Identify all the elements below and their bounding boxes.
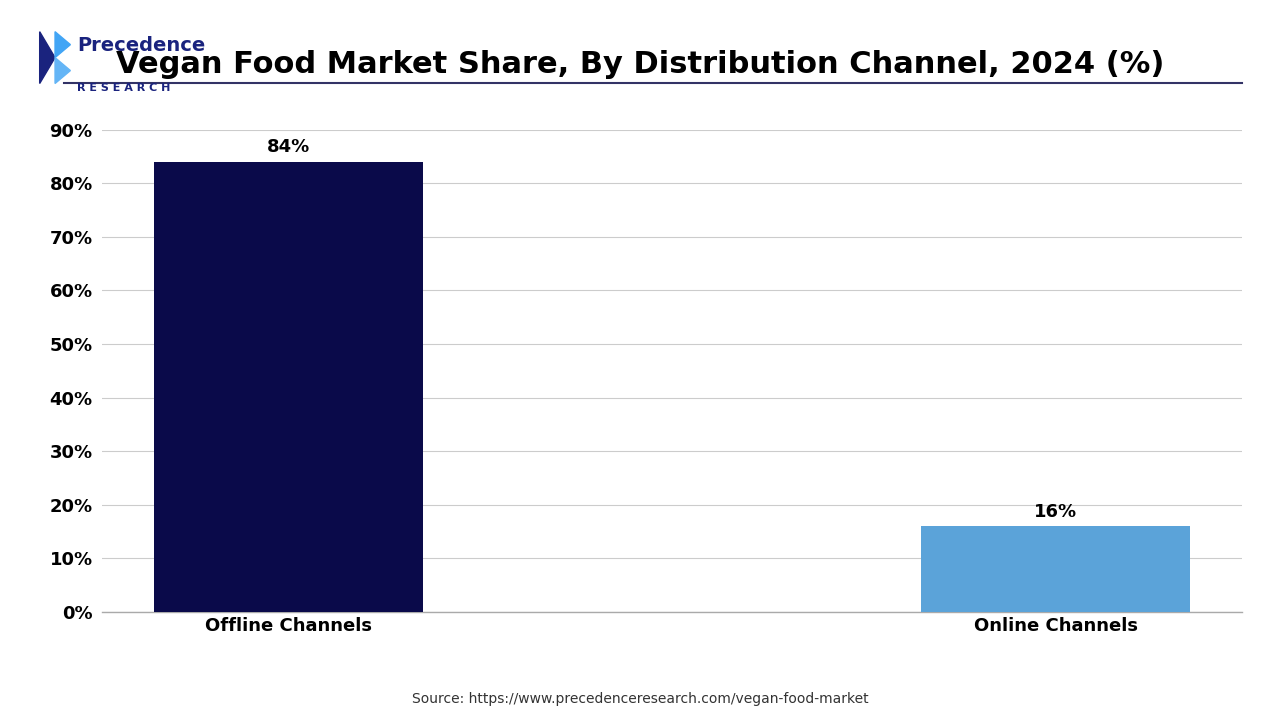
Text: 16%: 16% bbox=[1034, 503, 1078, 521]
Polygon shape bbox=[40, 32, 55, 84]
Bar bbox=[154, 162, 422, 612]
Polygon shape bbox=[55, 32, 70, 58]
Bar bbox=[922, 526, 1190, 612]
Text: Precedence: Precedence bbox=[77, 36, 205, 55]
Text: Vegan Food Market Share, By Distribution Channel, 2024 (%): Vegan Food Market Share, By Distribution… bbox=[115, 50, 1165, 79]
Text: R E S E A R C H: R E S E A R C H bbox=[77, 83, 170, 93]
Polygon shape bbox=[55, 58, 70, 84]
Text: Source: https://www.precedenceresearch.com/vegan-food-market: Source: https://www.precedenceresearch.c… bbox=[412, 692, 868, 706]
Text: 84%: 84% bbox=[266, 138, 310, 156]
